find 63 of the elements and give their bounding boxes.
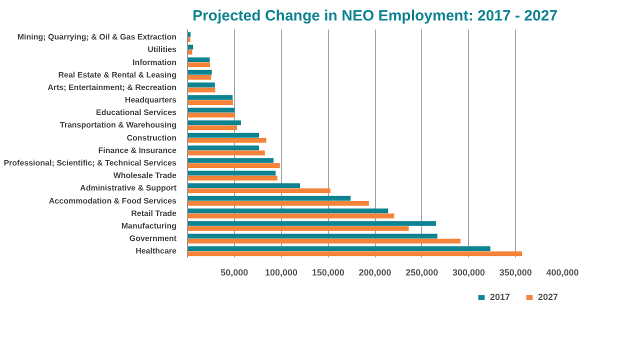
- bar: [188, 74, 212, 80]
- x-tick-label: 100,000: [264, 268, 298, 278]
- bar: [188, 112, 235, 118]
- y-tick-label: Utilities: [148, 45, 178, 54]
- y-tick-label: Information: [132, 58, 177, 67]
- x-tick-label: 250,000: [406, 268, 438, 278]
- bar: [188, 82, 215, 88]
- y-tick-label: Transportation & Warehousing: [60, 120, 177, 130]
- bar: [188, 170, 276, 176]
- bar: [188, 158, 274, 163]
- bar: [188, 196, 351, 201]
- bar: [188, 221, 436, 226]
- bar: [188, 62, 210, 68]
- bar: [188, 57, 210, 62]
- legend-label: 2027: [538, 292, 558, 302]
- bar: [188, 238, 461, 244]
- y-tick-label: Wholesale Trade: [113, 171, 178, 180]
- y-tick-label: Arts; Entertainment; & Recreation: [48, 82, 177, 92]
- bar: [188, 176, 278, 181]
- bar: [188, 70, 212, 75]
- x-tick-label: 50,000: [220, 268, 248, 278]
- y-tick-label: Retail Trade: [131, 208, 178, 218]
- x-tick-label: 350,000: [499, 268, 532, 278]
- x-tick-label: 200,000: [358, 268, 392, 278]
- x-tick-label: 300,000: [452, 268, 486, 278]
- chart-title: Projected Change in NEO Employment: 2017 - 2027: [192, 8, 558, 24]
- y-tick-label: Educational Services: [96, 108, 178, 118]
- bar: [188, 226, 409, 231]
- bar: [188, 95, 233, 100]
- y-tick-label: Professional; Scientific; & Technical Services: [4, 158, 178, 168]
- bar: [188, 44, 194, 50]
- y-tick-label: Government: [129, 234, 177, 244]
- legend-label: 2017: [490, 292, 510, 302]
- bar: [188, 188, 330, 194]
- y-tick-label: Manufacturing: [121, 222, 177, 231]
- y-tick-label: Finance & Insurance: [98, 146, 178, 155]
- y-tick-label: Accommodation & Food Services: [48, 196, 178, 206]
- bar: [188, 208, 388, 214]
- bar: [188, 214, 394, 218]
- bar: [188, 120, 241, 126]
- bar: [188, 234, 438, 238]
- bar: [188, 37, 190, 42]
- bar: [188, 150, 265, 156]
- bar: [188, 200, 369, 206]
- y-tick-label: Mining; Quarrying; & Oil & Gas Extraction: [17, 32, 177, 42]
- bar: [188, 100, 233, 105]
- bar: [188, 163, 280, 168]
- y-tick-label: Administrative & Support: [80, 184, 177, 193]
- bar: [188, 251, 522, 256]
- bar: [188, 108, 235, 113]
- y-tick-label: Construction: [126, 133, 177, 142]
- y-tick-label: Real Estate & Rental & Leasing: [58, 70, 177, 80]
- bar: [188, 246, 490, 252]
- bar: [188, 125, 238, 130]
- bar: [188, 146, 259, 150]
- bar: [188, 138, 266, 143]
- y-tick-label: Headquarters: [124, 96, 178, 105]
- x-tick-label: 150,000: [312, 268, 344, 278]
- bar: [188, 88, 216, 92]
- bar: [188, 183, 300, 188]
- x-tick-label: 400,000: [546, 268, 579, 278]
- bar: [188, 132, 259, 138]
- y-tick-label: Healthcare: [136, 246, 178, 256]
